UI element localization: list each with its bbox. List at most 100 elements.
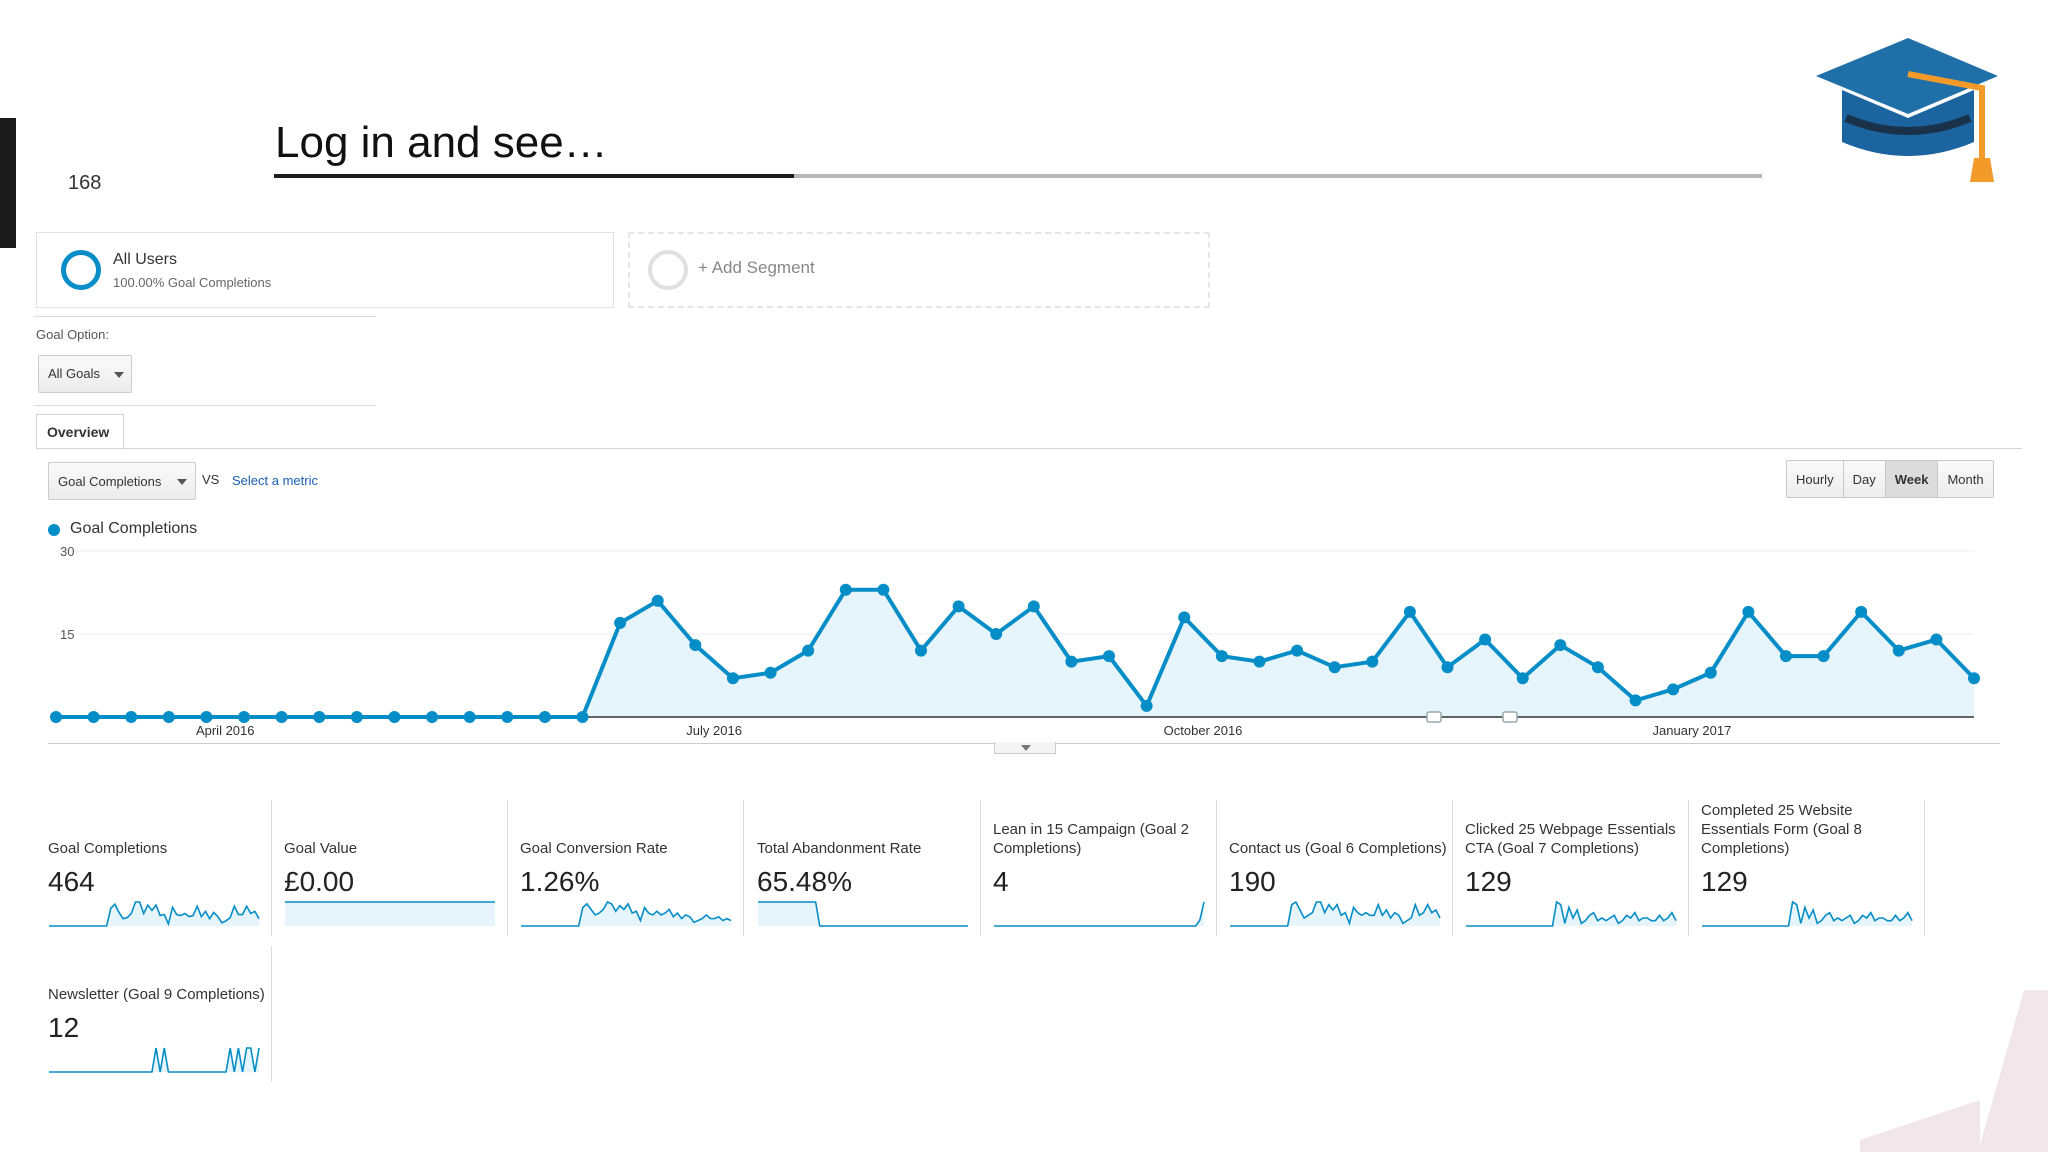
scorecard-value: 65.48% <box>757 866 852 897</box>
tab-overview[interactable]: Overview <box>36 414 124 450</box>
scorecard-label: Clicked 25 Webpage Essentials CTA (Goal … <box>1465 821 1676 857</box>
data-point <box>576 711 589 723</box>
data-point <box>689 639 702 652</box>
data-point <box>1140 699 1153 712</box>
cap-board <box>1816 38 1998 114</box>
title-underline <box>274 174 1762 178</box>
scorecard[interactable]: Completed 25 Website Essentials Form (Go… <box>1689 800 1925 936</box>
data-point <box>1291 644 1304 657</box>
sparkline-area <box>1230 902 1440 926</box>
data-point <box>538 711 551 723</box>
vs-label: VS <box>202 472 220 487</box>
scorecard[interactable]: Lean in 15 Campaign (Goal 2 Completions)… <box>981 800 1217 936</box>
data-point <box>1215 650 1228 663</box>
hourly-button[interactable]: Hourly <box>1787 461 1844 497</box>
data-point <box>1742 605 1755 618</box>
month-button[interactable]: Month <box>1938 461 1993 497</box>
data-point <box>87 711 100 723</box>
scorecard[interactable]: Goal Completions 464 <box>36 800 272 936</box>
x-tick-label: July 2016 <box>686 723 742 738</box>
data-point <box>726 672 739 685</box>
sparkline-line <box>521 900 732 927</box>
divider <box>34 316 376 317</box>
data-point <box>200 711 213 723</box>
data-point <box>463 711 476 723</box>
y-tick-label: 15 <box>60 627 74 642</box>
time-granularity-group: Hourly Day Week Month <box>1786 460 1994 498</box>
sparkline <box>1466 900 1677 927</box>
goal-option-value: All Goals <box>48 366 101 381</box>
goal-option-dropdown[interactable]: All Goals <box>38 355 132 393</box>
data-point <box>1027 600 1040 613</box>
x-tick-label: April 2016 <box>196 723 255 738</box>
sparkline <box>521 900 732 927</box>
sparkline <box>285 901 495 926</box>
data-point <box>426 711 439 723</box>
data-point <box>914 644 927 657</box>
tassel-cord <box>1907 71 1985 162</box>
metric-dropdown[interactable]: Goal Completions <box>48 462 196 500</box>
data-point <box>990 628 1003 640</box>
data-point <box>238 711 251 723</box>
day-button[interactable]: Day <box>1843 461 1886 497</box>
data-point <box>802 644 815 657</box>
slide-number: 168 <box>68 172 102 194</box>
scorecard-value: 1.26% <box>520 866 600 897</box>
data-point <box>1554 639 1567 652</box>
sparkline-area <box>49 902 259 926</box>
sparkline-area <box>758 902 968 926</box>
annotation-marker-icon <box>1426 711 1442 723</box>
series-area <box>56 589 1974 717</box>
data-point <box>1103 650 1116 663</box>
data-point <box>1479 633 1492 646</box>
data-point <box>614 616 627 629</box>
sparkline-area <box>521 902 731 926</box>
sparkline-line <box>994 901 1205 927</box>
scorecard-value: 4 <box>993 866 1009 897</box>
sparkline <box>994 901 1205 927</box>
sparkline-line <box>1466 900 1677 927</box>
sparkline <box>49 1047 260 1073</box>
cap-base <box>1842 90 1974 156</box>
data-point <box>1253 655 1266 668</box>
scorecard[interactable]: Goal Conversion Rate 1.26% <box>508 800 744 936</box>
divider <box>34 405 376 406</box>
empty-segment-ring-icon <box>648 250 688 290</box>
sparkline-area <box>994 902 1204 926</box>
legend-label: Goal Completions <box>70 520 198 537</box>
slide-accent-bar <box>0 118 16 248</box>
add-segment-button[interactable]: + Add Segment <box>628 232 1210 308</box>
scorecard-label: Total Abandonment Rate <box>757 840 922 857</box>
segment-all-users[interactable]: All Users 100.00% Goal Completions <box>36 232 614 308</box>
sparkline <box>1230 900 1441 927</box>
data-point <box>1855 605 1868 618</box>
watermark-shape <box>1860 1100 1980 1152</box>
scorecard-label: Goal Conversion Rate <box>520 840 668 857</box>
data-point <box>877 583 890 596</box>
week-button[interactable]: Week <box>1885 461 1939 497</box>
scorecard[interactable]: Contact us (Goal 6 Completions) 190 <box>1217 800 1453 936</box>
select-metric-link[interactable]: Select a metric <box>232 473 318 488</box>
annotation-marker-icon <box>1502 711 1518 723</box>
collapse-chart-toggle[interactable] <box>994 742 1056 754</box>
scorecard-value: 12 <box>48 1012 80 1043</box>
scorecard-label: Goal Value <box>284 840 358 857</box>
data-point <box>1328 661 1341 674</box>
data-point <box>1591 661 1604 674</box>
scorecard-label: Newsletter (Goal 9 Completions) <box>48 986 265 1003</box>
scorecard[interactable]: Clicked 25 Webpage Essentials CTA (Goal … <box>1453 800 1689 936</box>
chevron-down-icon <box>177 479 187 485</box>
scorecard[interactable]: Goal Value £0.00 <box>272 800 508 936</box>
legend-dot <box>48 524 60 536</box>
sparkline <box>1702 900 1913 927</box>
scorecard-value: 129 <box>1465 866 1512 897</box>
segment-name: All Users <box>113 251 178 268</box>
scorecard[interactable]: Total Abandonment Rate 65.48% <box>745 800 981 936</box>
series-line <box>56 587 1976 719</box>
data-point <box>839 583 852 596</box>
scorecard[interactable]: Newsletter (Goal 9 Completions) 12 <box>36 946 272 1082</box>
data-point <box>1817 650 1830 663</box>
scorecard-label: Goal Completions <box>48 840 168 857</box>
scorecard-value: 190 <box>1229 866 1276 897</box>
